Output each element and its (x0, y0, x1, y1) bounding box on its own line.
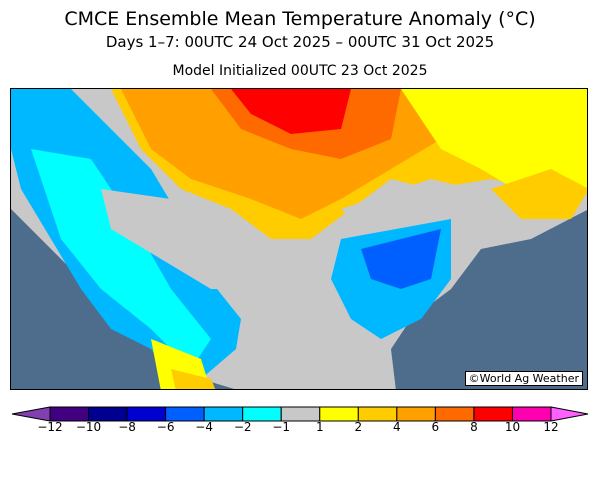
anomaly-south-gold (171, 369, 216, 389)
model-init-label: Model Initialized 00UTC 23 Oct 2025 (172, 63, 428, 79)
colorbar-tick-label: −6 (156, 420, 175, 434)
colorbar-tick-label: 10 (504, 420, 521, 434)
anomaly-east-darkblue (361, 229, 441, 289)
colorbar-tick-label: −1 (272, 420, 291, 434)
colorbar-tick-label: 4 (393, 420, 401, 434)
colorbar-box (434, 406, 475, 422)
colorbar-under-triangle (11, 406, 51, 422)
colorbar-tick-label: −4 (195, 420, 213, 434)
anomaly-northeast-yellow (401, 89, 587, 199)
colorbar-tick-label: 6 (431, 420, 440, 434)
colorbar-tick-label: −8 (118, 420, 136, 434)
colorbar-box (396, 406, 436, 422)
colorbar-tick-label: 2 (354, 420, 363, 434)
colorbar-box (319, 406, 359, 422)
map-title: CMCE Ensemble Mean Temperature Anomaly (… (64, 8, 536, 30)
colorbar-box (203, 406, 244, 422)
credit-label: ©World Ag Weather (464, 371, 583, 386)
colorbar-box (88, 406, 128, 422)
anomaly-west-gray (101, 189, 241, 289)
colorbar-tick-label: 8 (470, 420, 478, 434)
colorbar (11, 406, 589, 422)
temperature-anomaly-map: ©World Ag Weather (10, 88, 588, 390)
map-subtitle: Days 1–7: 00UTC 24 Oct 2025 – 00UTC 31 O… (105, 33, 495, 51)
anomaly-north-red (231, 89, 351, 134)
colorbar-tick-label: 12 (543, 420, 559, 434)
colorbar-box (165, 406, 205, 422)
colorbar-tick-label: 1 (315, 420, 324, 434)
colorbar-tick-label: −12 (37, 420, 63, 434)
colorbar-box (49, 406, 90, 422)
colorbar-box (511, 406, 552, 422)
colorbar-tick-label: −2 (233, 420, 252, 434)
colorbar-box (473, 406, 513, 422)
colorbar-box (357, 406, 398, 422)
colorbar-tick-label: −10 (75, 420, 102, 434)
colorbar-box (280, 406, 321, 422)
anomaly-maritime-gold (491, 169, 587, 219)
colorbar-over-triangle (550, 406, 589, 422)
colorbar-box (126, 406, 167, 422)
colorbar-box (242, 406, 282, 422)
anomaly-west-cyan2 (31, 149, 211, 369)
